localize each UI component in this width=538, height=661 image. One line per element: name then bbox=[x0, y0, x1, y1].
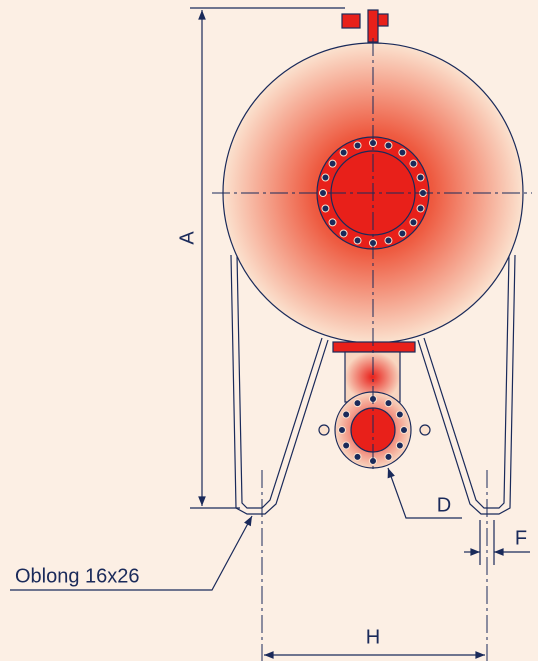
bolt bbox=[343, 442, 350, 449]
bolt bbox=[417, 205, 424, 212]
bolt bbox=[354, 237, 361, 244]
handle bbox=[420, 425, 430, 435]
handle bbox=[319, 425, 329, 435]
label-f: F bbox=[515, 527, 527, 549]
bolt bbox=[340, 230, 347, 237]
bolt bbox=[396, 442, 403, 449]
label-d: D bbox=[437, 494, 451, 516]
bolt bbox=[354, 400, 361, 407]
bolt bbox=[396, 411, 403, 418]
bolt bbox=[339, 427, 346, 434]
bolt bbox=[322, 174, 329, 181]
flange bbox=[333, 342, 415, 352]
bolt bbox=[410, 160, 417, 167]
bolt bbox=[329, 160, 336, 167]
bolt bbox=[329, 219, 336, 226]
bolt bbox=[385, 453, 392, 460]
bolt bbox=[417, 174, 424, 181]
bolt bbox=[322, 205, 329, 212]
bolt bbox=[410, 219, 417, 226]
drawing: A D F H Oblong 16x26 bbox=[0, 0, 538, 661]
label-h: H bbox=[366, 626, 380, 648]
valve-stem bbox=[368, 10, 378, 42]
bolt bbox=[385, 237, 392, 244]
bolt bbox=[385, 142, 392, 149]
label-oblong: Oblong 16x26 bbox=[15, 565, 140, 587]
bolt bbox=[343, 411, 350, 418]
valve-cap bbox=[378, 14, 388, 26]
label-a: A bbox=[176, 231, 198, 245]
bolt bbox=[401, 427, 408, 434]
bolt bbox=[385, 400, 392, 407]
bolt bbox=[399, 149, 406, 156]
bolt bbox=[340, 149, 347, 156]
bolt bbox=[354, 453, 361, 460]
valve-body bbox=[342, 14, 360, 28]
bolt bbox=[399, 230, 406, 237]
bolt bbox=[354, 142, 361, 149]
